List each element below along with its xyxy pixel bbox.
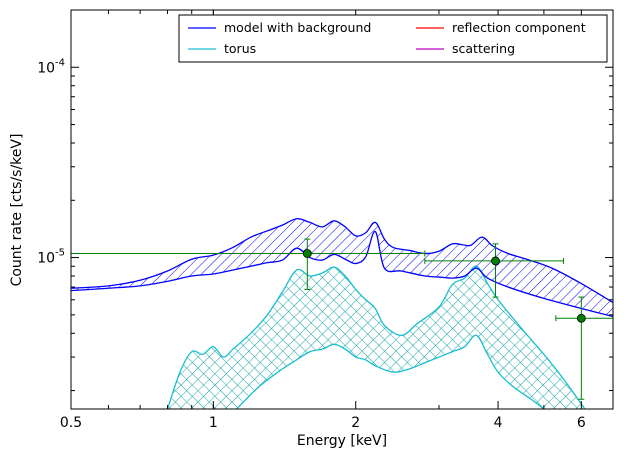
band-upper-line-torus [166,265,586,409]
legend-box [178,14,608,63]
data-point-marker-1 [491,256,500,266]
data-point-marker-0 [302,249,312,258]
data-point-2 [555,296,613,400]
y-tick-label-base-1: 10 [37,60,55,76]
band-torus [166,265,586,409]
x-tick-label-1: 1 [209,415,218,431]
data-point-1 [424,243,564,298]
y-ticks: 10-510-4 [37,57,613,392]
band-lower-line-torus [236,334,545,409]
plot-frame [70,9,614,410]
band-fill-torus [167,266,585,409]
data-point-marker-2 [576,313,586,323]
y-tick-label-base-0: 10 [37,251,55,267]
x-tick-label-0: 0.5 [60,415,82,431]
y-axis-label: Count rate [cts/s/keV] [9,134,25,287]
y-tick-label-1: 10-4 [37,57,65,76]
legend-label-torus: torus [224,41,256,56]
data-point-0 [71,238,426,290]
data-points-layer [71,238,613,400]
band-lower-line-model-with-background [71,230,613,318]
legend: model with background reflection compone… [178,14,608,63]
y-tick-label-exponent-0: -5 [55,248,65,259]
bands-layer [71,218,613,409]
x-tick-label-4: 6 [577,415,586,431]
x-axis-label: Energy [keV] [297,433,387,449]
x-tick-label-2: 2 [351,415,360,431]
band-fill-model-with-background [71,218,613,317]
x-tick-label-3: 4 [494,415,503,431]
legend-label-scattering: scattering [452,41,515,56]
legend-label-model: model with background [224,20,371,35]
legend-label-reflection: reflection component [452,20,586,35]
y-tick-label-0: 10-5 [37,248,65,267]
y-tick-label-exponent-1: -4 [55,57,65,68]
